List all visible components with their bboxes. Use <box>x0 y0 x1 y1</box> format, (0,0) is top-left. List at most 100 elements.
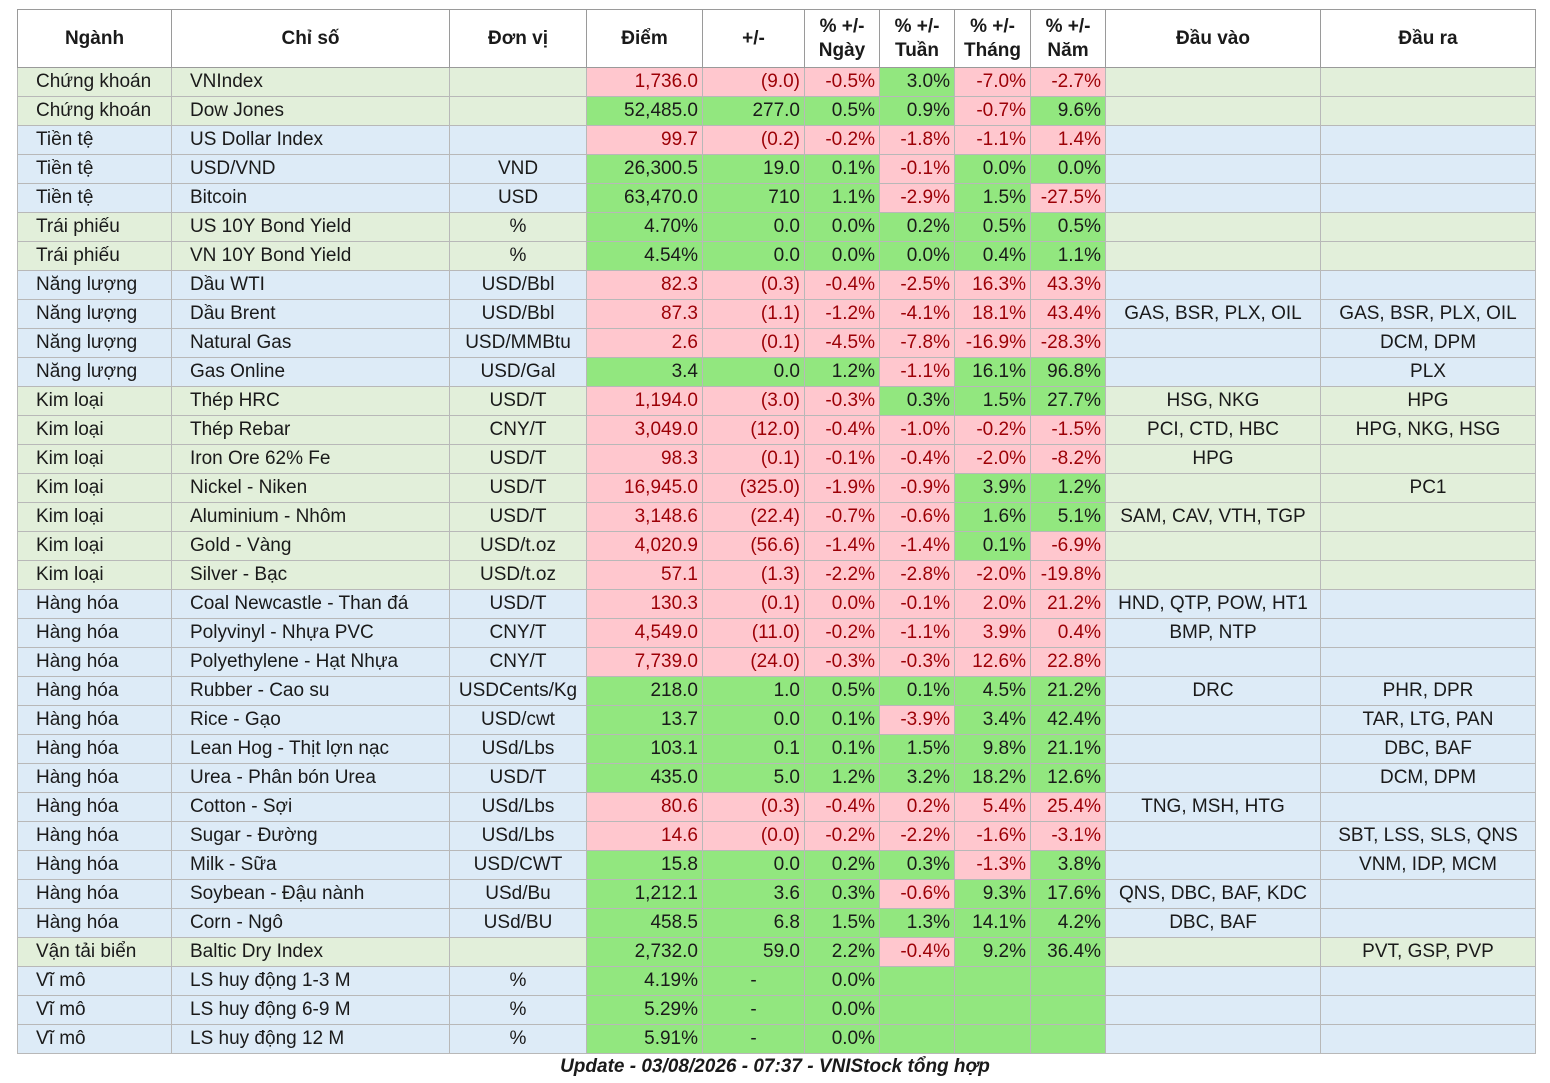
cell-dau-ra: TAR, LTG, PAN <box>1320 705 1536 735</box>
cell-diem: 63,470.0 <box>586 183 703 213</box>
cell-pct-month: 18.1% <box>954 299 1031 329</box>
cell-dau-ra: PVT, GSP, PVP <box>1320 937 1536 967</box>
cell-dau-vao: PCI, CTD, HBC <box>1105 415 1321 445</box>
cell-dau-ra: PHR, DPR <box>1320 676 1536 706</box>
cell-dau-ra <box>1320 183 1536 213</box>
cell-chi-so: Sugar - Đường <box>171 821 450 851</box>
cell-chi-so: Polyvinyl - Nhựa PVC <box>171 618 450 648</box>
cell-pct-day: 1.2% <box>804 763 880 793</box>
header-dau-ra: Đầu ra <box>1320 9 1536 68</box>
cell-nganh: Hàng hóa <box>17 879 172 909</box>
cell-chi-so: Baltic Dry Index <box>171 937 450 967</box>
cell-dau-vao <box>1105 966 1321 996</box>
cell-dau-vao: HND, QTP, POW, HT1 <box>1105 589 1321 619</box>
table-row: Hàng hóa Coal Newcastle - Than đá USD/T 130… <box>17 589 1536 619</box>
cell-dau-vao <box>1105 995 1321 1025</box>
cell-pct-month: -1.6% <box>954 821 1031 851</box>
cell-nganh: Vĩ mô <box>17 966 172 996</box>
cell-pct-month: 3.9% <box>954 618 1031 648</box>
cell-chi-so: LS huy động 6-9 M <box>171 995 450 1025</box>
cell-change: (0.0) <box>702 821 805 851</box>
cell-pct-month: 1.5% <box>954 386 1031 416</box>
cell-pct-month: -1.3% <box>954 850 1031 880</box>
cell-pct-day: 0.0% <box>804 241 880 271</box>
cell-nganh: Hàng hóa <box>17 676 172 706</box>
cell-pct-day: 1.5% <box>804 908 880 938</box>
cell-change: (0.1) <box>702 328 805 358</box>
cell-change: - <box>702 1024 805 1054</box>
cell-don-vi: USD/cwt <box>449 705 587 735</box>
cell-pct-week: -2.8% <box>879 560 955 590</box>
cell-pct-month: 16.1% <box>954 357 1031 387</box>
cell-pct-month: -7.0% <box>954 67 1031 97</box>
cell-don-vi <box>449 96 587 126</box>
cell-dau-ra: PLX <box>1320 357 1536 387</box>
cell-pct-week: -7.8% <box>879 328 955 358</box>
cell-dau-vao <box>1105 473 1321 503</box>
cell-pct-year <box>1030 966 1106 996</box>
cell-nganh: Vĩ mô <box>17 995 172 1025</box>
cell-pct-month: -0.7% <box>954 96 1031 126</box>
cell-diem: 3.4 <box>586 357 703 387</box>
header-don-vi: Đơn vị <box>449 9 587 68</box>
cell-nganh: Kim loại <box>17 473 172 503</box>
cell-pct-day: 0.0% <box>804 589 880 619</box>
cell-change: 0.0 <box>702 705 805 735</box>
header-pct-week: % +/- Tuần <box>879 9 955 68</box>
cell-don-vi: % <box>449 966 587 996</box>
table-row: Kim loại Silver - Bạc USD/t.oz 57.1 (1.3) -2.… <box>17 560 1536 590</box>
cell-nganh: Hàng hóa <box>17 908 172 938</box>
cell-change: 0.1 <box>702 734 805 764</box>
cell-dau-vao <box>1105 154 1321 184</box>
cell-pct-year: 21.2% <box>1030 589 1106 619</box>
cell-chi-so: Milk - Sữa <box>171 850 450 880</box>
cell-don-vi: USD/T <box>449 502 587 532</box>
cell-pct-year: 36.4% <box>1030 937 1106 967</box>
cell-pct-year: 96.8% <box>1030 357 1106 387</box>
cell-pct-week: 0.3% <box>879 386 955 416</box>
cell-nganh: Hàng hóa <box>17 821 172 851</box>
cell-nganh: Năng lượng <box>17 357 172 387</box>
cell-pct-month: 3.9% <box>954 473 1031 503</box>
cell-dau-ra <box>1320 1024 1536 1054</box>
cell-chi-so: LS huy động 1-3 M <box>171 966 450 996</box>
cell-dau-ra: SBT, LSS, SLS, QNS <box>1320 821 1536 851</box>
cell-pct-month: 4.5% <box>954 676 1031 706</box>
table-row: Vĩ mô LS huy động 1-3 M% 4.19% -0.0% <box>17 966 1536 996</box>
cell-dau-vao <box>1105 183 1321 213</box>
table-row: Kim loại Gold - Vàng USD/t.oz 4,020.9 (56.6)… <box>17 531 1536 561</box>
cell-pct-year: 0.5% <box>1030 212 1106 242</box>
cell-pct-week: -1.0% <box>879 415 955 445</box>
cell-chi-so: Iron Ore 62% Fe <box>171 444 450 474</box>
cell-pct-day: -0.4% <box>804 792 880 822</box>
cell-pct-week: -0.1% <box>879 589 955 619</box>
cell-don-vi: USD/T <box>449 589 587 619</box>
cell-diem: 435.0 <box>586 763 703 793</box>
table-row: Tiền tệ Bitcoin USD 63,470.0 710 1.1% -2.9% 1.5… <box>17 183 1536 213</box>
cell-dau-vao <box>1105 212 1321 242</box>
cell-dau-vao <box>1105 821 1321 851</box>
cell-pct-year: 42.4% <box>1030 705 1106 735</box>
cell-pct-week <box>879 995 955 1025</box>
cell-pct-month: 9.3% <box>954 879 1031 909</box>
cell-don-vi: USD/Gal <box>449 357 587 387</box>
cell-pct-day: -1.4% <box>804 531 880 561</box>
cell-pct-week: -1.1% <box>879 618 955 648</box>
cell-change: (24.0) <box>702 647 805 677</box>
cell-dau-ra: HPG <box>1320 386 1536 416</box>
cell-diem: 130.3 <box>586 589 703 619</box>
cell-dau-ra <box>1320 792 1536 822</box>
cell-pct-day: 1.2% <box>804 357 880 387</box>
cell-don-vi: USD/t.oz <box>449 531 587 561</box>
cell-pct-day: -0.4% <box>804 415 880 445</box>
cell-dau-ra <box>1320 270 1536 300</box>
cell-chi-so: Soybean - Đậu nành <box>171 879 450 909</box>
cell-diem: 5.91% <box>586 1024 703 1054</box>
cell-pct-day: -0.2% <box>804 618 880 648</box>
cell-chi-so: Cotton - Sợi <box>171 792 450 822</box>
cell-nganh: Hàng hóa <box>17 792 172 822</box>
cell-dau-ra: PC1 <box>1320 473 1536 503</box>
cell-nganh: Hàng hóa <box>17 763 172 793</box>
cell-pct-week: 0.2% <box>879 212 955 242</box>
cell-pct-day: 0.0% <box>804 966 880 996</box>
